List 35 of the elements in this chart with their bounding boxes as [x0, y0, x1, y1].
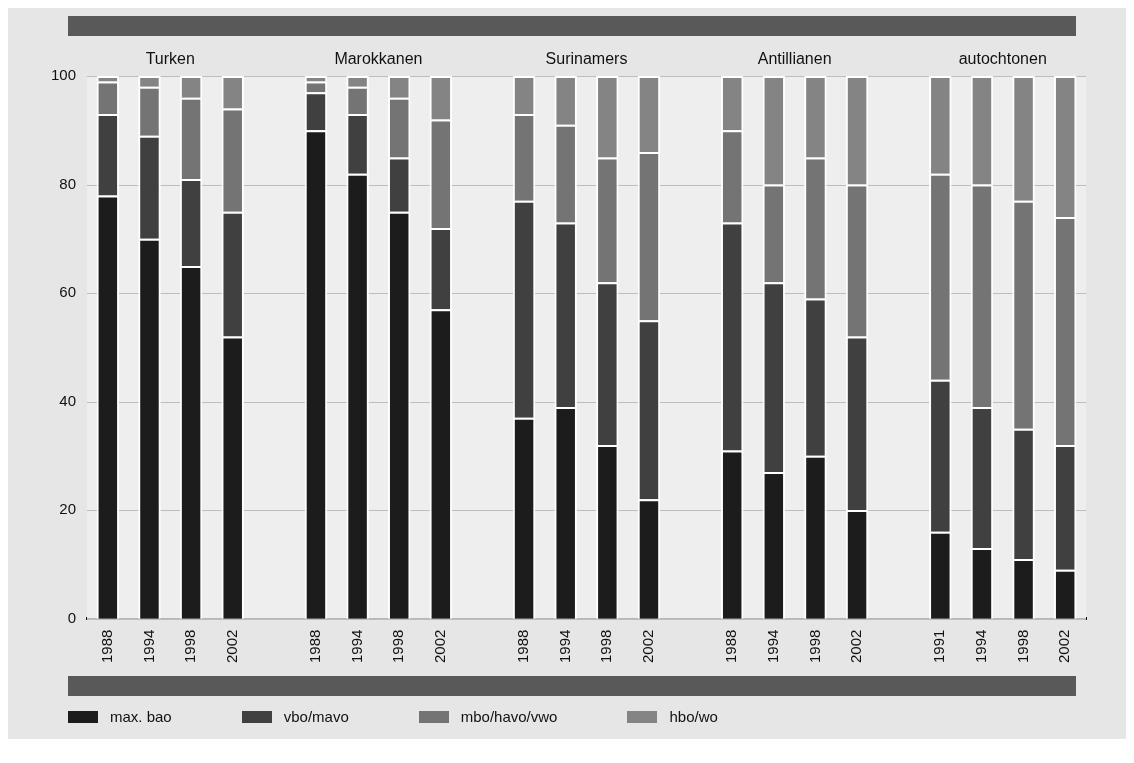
- x-tick-label: 2002: [430, 629, 448, 664]
- text: autochtonen: [958, 50, 1047, 68]
- y-tick-label: 40: [59, 391, 77, 409]
- y-tick-label: 100: [51, 66, 77, 84]
- x-tick-label: 1994: [763, 629, 781, 664]
- x-tick-label: 1998: [389, 629, 407, 664]
- x-tick-label: 1998: [805, 629, 823, 664]
- legend-label: mbo/havo/vwo: [460, 708, 558, 725]
- x-tick-label: 1994: [972, 629, 990, 664]
- x-tick-label: 1994: [347, 629, 365, 664]
- legend-label: max. bao: [110, 708, 172, 725]
- x-tick-label: 2002: [222, 629, 240, 664]
- x-tick-label: 1991: [930, 629, 948, 664]
- legend-label: hbo/wo: [669, 708, 718, 725]
- x-tick-label: 1994: [555, 629, 573, 664]
- x-tick-label: 2002: [639, 629, 657, 664]
- y-tick-label: 80: [59, 174, 77, 192]
- y-tick-label: 20: [59, 500, 77, 518]
- x-tick-label: 1994: [139, 629, 157, 664]
- x-tick-label: 1988: [97, 629, 115, 664]
- y-tick-label: 60: [59, 283, 77, 301]
- x-tick-label: 1988: [722, 629, 740, 664]
- text: Antillianen: [757, 50, 832, 68]
- x-tick-label: 1998: [1013, 629, 1031, 664]
- legend-label: vbo/mavo: [283, 708, 349, 725]
- text: Turken: [145, 50, 195, 68]
- x-tick-label: 1998: [597, 629, 615, 664]
- x-tick-label: 1988: [514, 629, 532, 664]
- y-tick-label: 0: [67, 608, 77, 626]
- text: Surinamers: [545, 50, 628, 68]
- x-tick-label: 1998: [181, 629, 199, 664]
- text: Marokkanen: [334, 50, 423, 68]
- x-tick-label: 1988: [306, 629, 324, 664]
- x-tick-label: 2002: [847, 629, 865, 664]
- x-tick-label: 2002: [1055, 629, 1073, 664]
